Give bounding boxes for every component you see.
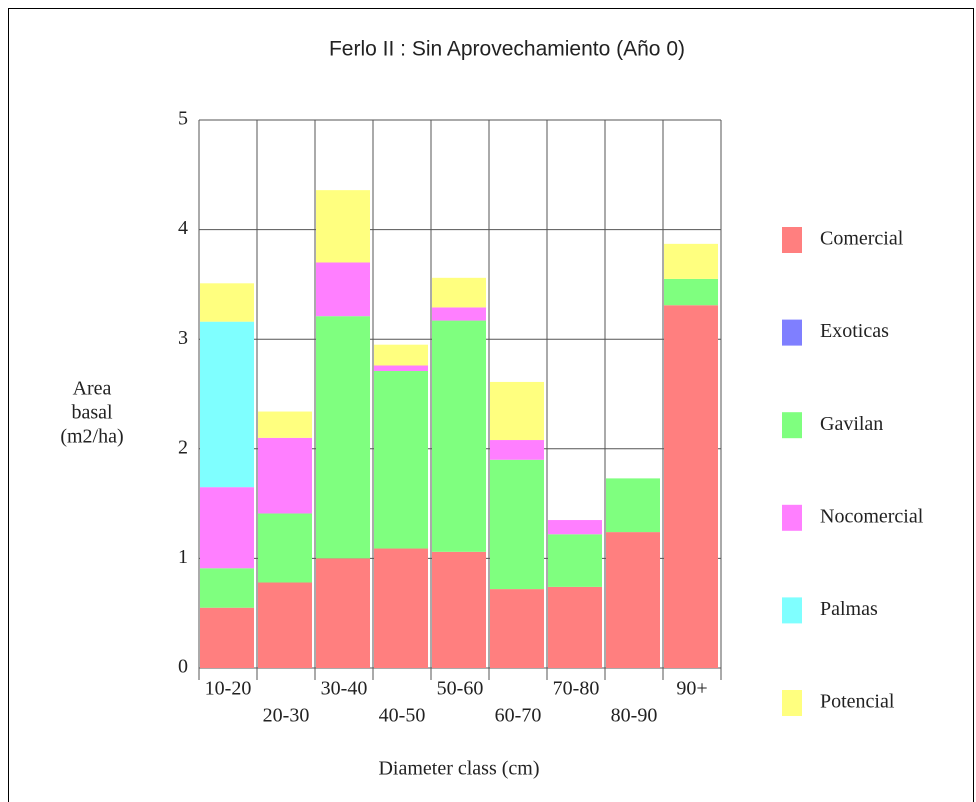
legend-label: Exoticas (820, 320, 889, 342)
bar-segment (432, 277, 486, 308)
bar-segment (258, 582, 312, 668)
legend-label: Potencial (820, 691, 895, 713)
bar-segment (374, 370, 428, 549)
bar-segment (374, 548, 428, 668)
bar-segment (258, 437, 312, 514)
legend-swatch (782, 412, 802, 439)
x-tick-label: 40-50 (379, 705, 426, 727)
bar-segment (490, 381, 544, 441)
x-tick-label: 70-80 (553, 678, 600, 700)
bar-segment (606, 478, 660, 533)
y-axis-label: Area (73, 378, 112, 400)
bar-segment (432, 320, 486, 552)
y-axis-label: basal (71, 402, 113, 424)
y-tick-label: 1 (178, 546, 188, 568)
legend-label: Palmas (820, 598, 878, 620)
bar-segment (664, 243, 718, 279)
bar-segment (548, 520, 602, 535)
legend-swatch (782, 504, 802, 531)
x-tick-label: 80-90 (611, 705, 658, 727)
frame (8, 8, 974, 802)
bar-segment (200, 283, 254, 322)
bar-segment (664, 278, 718, 306)
bar-segment (664, 305, 718, 668)
bar-segment (374, 365, 428, 371)
bar-segment (606, 532, 660, 668)
bar-segment (200, 607, 254, 668)
legend-label: Nocomercial (820, 505, 924, 527)
chart-title: Ferlo II : Sin Aprovechamiento (Año 0) (329, 38, 685, 61)
y-tick-label: 2 (178, 436, 188, 458)
y-tick-label: 4 (178, 217, 188, 239)
bar-segment (200, 321, 254, 488)
legend-swatch (782, 690, 802, 716)
bar-segment (548, 534, 602, 587)
x-tick-label: 60-70 (495, 705, 542, 727)
y-tick-label: 5 (178, 108, 188, 130)
bar-segment (432, 551, 486, 668)
bar-segment (200, 568, 254, 608)
bar-segment (490, 589, 544, 668)
x-tick-label: 50-60 (437, 678, 484, 700)
bar-segment (432, 307, 486, 321)
bar-segment (316, 190, 370, 263)
bar-segment (490, 440, 544, 460)
bar-segment (258, 513, 312, 583)
bar-segment (548, 586, 602, 668)
x-tick-label: 90+ (676, 678, 707, 700)
y-axis-label: (m2/ha) (60, 426, 123, 448)
bar-segment (200, 487, 254, 569)
legend-swatch (782, 227, 802, 253)
bar-segment (490, 459, 544, 590)
x-axis-label: Diameter class (cm) (378, 758, 539, 780)
legend-swatch (782, 597, 802, 624)
x-tick-label: 20-30 (263, 705, 310, 727)
x-tick-label: 10-20 (205, 678, 252, 700)
legend-swatch (782, 319, 802, 346)
legend-label: Comercial (820, 228, 904, 250)
bar-segment (316, 262, 370, 317)
legend-label: Gavilan (820, 413, 883, 435)
bar-segment (374, 344, 428, 366)
bar-segment (258, 411, 312, 438)
bar-segment (316, 316, 370, 559)
y-tick-label: 3 (178, 327, 188, 349)
bar-segment (316, 558, 370, 668)
y-tick-label: 0 (178, 656, 188, 678)
x-tick-label: 30-40 (321, 678, 368, 700)
